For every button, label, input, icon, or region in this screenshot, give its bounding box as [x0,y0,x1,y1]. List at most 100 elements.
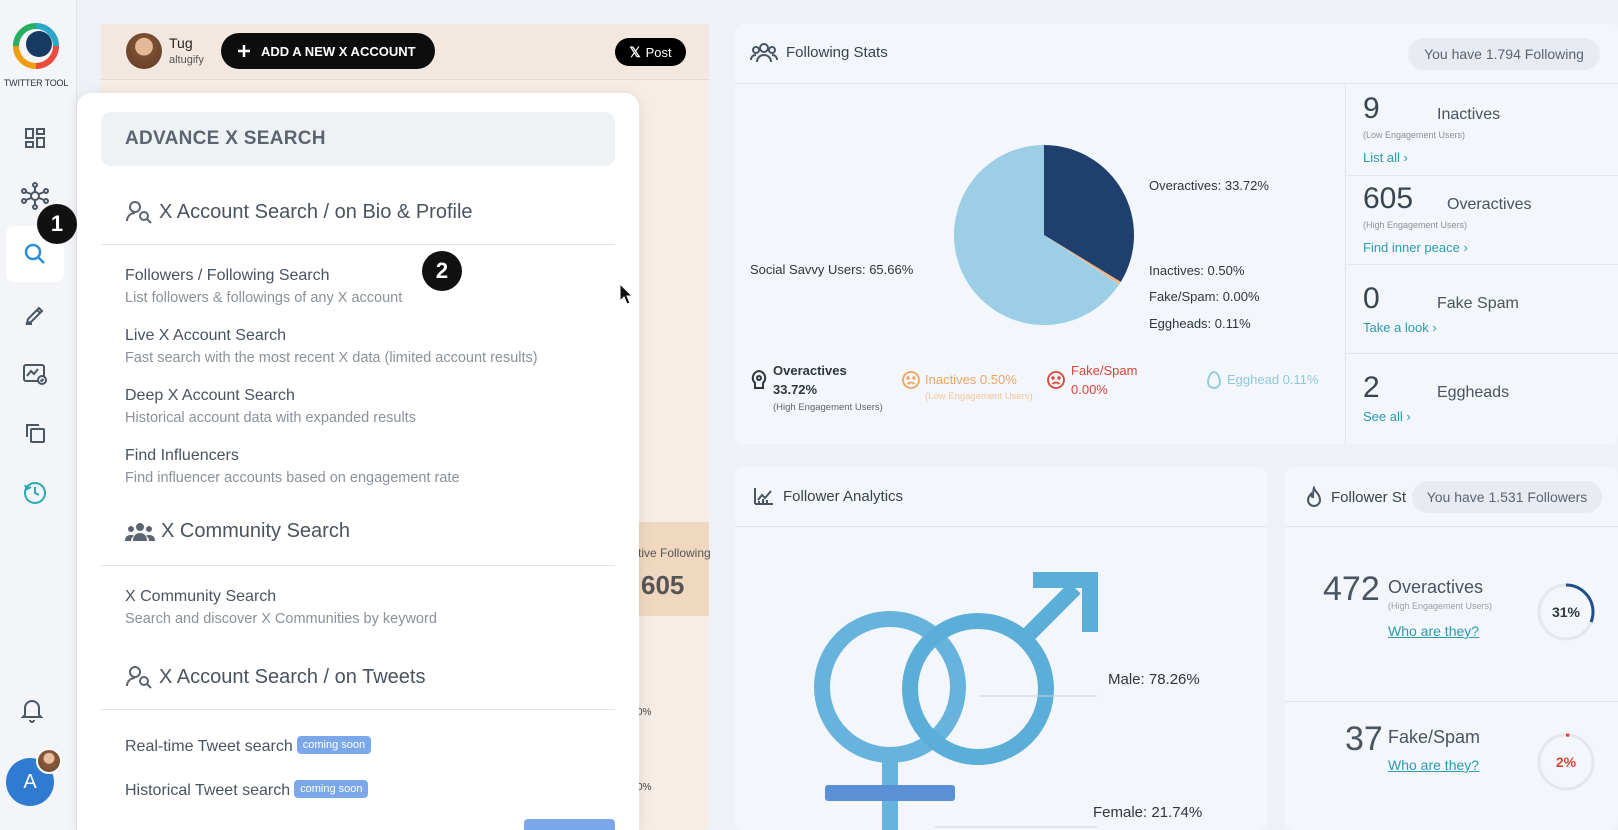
post-button[interactable]: 𝕏 Post [615,38,686,66]
card-header [1285,467,1618,527]
menu-item-deep-search[interactable]: Deep X Account Search [125,387,295,404]
card-header [735,467,1267,527]
coming-soon-badge [524,819,615,830]
pie-label-eggheads: Eggheads: 0.11% [1149,316,1251,331]
active-following-value: 605 [641,570,685,600]
active-following-label: ctive Following [632,546,711,560]
progress-ring [1537,583,1595,641]
column-divider [1345,84,1346,444]
menu-item-followers-following[interactable]: Followers / Following Search [125,267,330,284]
percent-fragment: 0% [637,707,652,718]
stat-number: 9 [1363,92,1380,125]
stat-sub: (High Engagement Users) [1363,220,1468,230]
stat-link-see-all[interactable]: See all › [1363,409,1411,424]
fs-number: 37 [1345,720,1383,758]
stat-link-take-a-look[interactable]: Take a look › [1363,320,1437,335]
group-icon [125,522,155,541]
menu-item-subtitle: Fast search with the most recent X data … [125,350,538,366]
progress-ring [1537,733,1595,791]
gender-symbols-icon [814,572,1098,830]
bell-icon[interactable] [20,697,44,723]
legend-fake: Fake/Spam [1071,363,1138,378]
fs-name: Overactives [1388,577,1484,597]
coming-soon-badge: coming soon [296,736,372,754]
menu-title: ADVANCE X SEARCH [101,112,615,166]
menu-item-live-search[interactable]: Live X Account Search [125,327,286,344]
user-avatar[interactable] [126,33,162,69]
stat-name: Inactives [1437,106,1501,123]
stat-number: 0 [1363,282,1380,315]
legend-egghead: Egghead 0.11% [1227,372,1319,387]
stat-link-find-inner-peace[interactable]: Find inner peace › [1363,240,1468,255]
stat-divider [1346,353,1618,354]
logo-text: TWITTER TOOL [3,78,69,88]
legend-fake-value: 0.00% [1071,382,1108,397]
pie-label-overactives: Overactives: 33.72% [1149,178,1269,193]
user-search-icon [126,201,152,224]
stat-divider [1285,701,1618,702]
menu-item-historical-tweet[interactable]: Historical Tweet search coming soon [125,780,369,800]
stat-name: Overactives [1447,196,1532,213]
stat-divider [1346,175,1618,176]
legend-overactives: Overactives [773,363,847,378]
add-account-button[interactable]: ADD A NEW X ACCOUNT [221,33,435,69]
stat-divider [1346,264,1618,265]
section-divider [101,565,615,566]
angry-face-icon [1047,371,1065,389]
menu-item-community-search[interactable]: X Community Search [125,588,277,605]
ring-percent: 31% [1551,604,1581,620]
section-divider [101,244,615,245]
fs-name: Fake/Spam [1388,727,1481,747]
menu-item-find-influencers[interactable]: Find Influencers [125,447,239,464]
section-title: X Account Search / on Bio & Profile [159,200,473,223]
card-title: Follower St [1305,486,1406,508]
card-title: Following Stats [750,40,888,64]
network-icon[interactable] [15,176,55,216]
plus-icon [238,45,250,57]
pie-slice-social-savvy-users [954,145,1119,325]
menu-item-label: Real-time Tweet search [125,738,293,755]
pie-label-social: Social Savvy Users: 65.66% [750,262,914,277]
male-label: Male: 78.26% [1108,671,1200,688]
user-photo-avatar[interactable] [36,748,62,774]
user-search-icon [126,666,152,689]
section-title: X Community Search [161,520,350,542]
sad-face-icon [902,371,920,389]
menu-item-realtime-tweet[interactable]: Real-time Tweet search coming soon [125,736,372,756]
users-icon [750,43,778,63]
legend-inactives: Inactives 0.50% [925,372,1017,387]
legend-overactives-value: 33.72% [773,382,818,397]
section-tweets: X Account Search / on Tweets [125,664,425,690]
stat-sub: (Low Engagement Users) [1363,130,1466,140]
card-title-text: Follower Analytics [783,487,904,505]
female-label: Female: 21.74% [1093,804,1203,821]
analytics-icon[interactable] [15,354,55,394]
refresh-clock-icon[interactable] [15,473,55,513]
stat-name: Eggheads [1437,384,1510,401]
dashboard-icon[interactable] [15,118,55,158]
user-name: Tug [169,35,193,51]
stat-link-list-all[interactable]: List all › [1363,150,1408,165]
following-stats-card: Following Stats You have 1.794 Following… [735,24,1618,444]
app-logo[interactable] [12,22,60,70]
post-label: Post [645,44,672,60]
pie-slice-eggheads [1044,235,1120,285]
flame-icon [1306,486,1322,507]
fs-sub: (High Engagement Users) [1388,601,1493,611]
user-handle: altugify [169,54,204,66]
section-title: X Account Search / on Tweets [159,665,426,688]
card-title-text: Following Stats [786,43,888,61]
section-community: X Community Search [125,520,350,543]
who-are-they-link[interactable]: Who are they? [1388,757,1480,773]
copy-icon[interactable] [15,413,55,453]
following-pie-chart [954,145,1134,325]
who-are-they-link[interactable]: Who are they? [1388,623,1480,639]
edit-icon[interactable] [15,295,55,335]
pie-slice-overactives [1044,145,1134,282]
followers-count-pill: You have 1.531 Followers [1412,481,1602,513]
legend-inactives-sub: (Low Engagement Users) [925,391,1033,402]
legend-overactives-sub: (High Engagement Users) [773,402,883,413]
card-title-text: Follower St [1331,488,1407,506]
active-following-card [632,522,709,616]
x-logo-icon: 𝕏 [629,43,641,60]
